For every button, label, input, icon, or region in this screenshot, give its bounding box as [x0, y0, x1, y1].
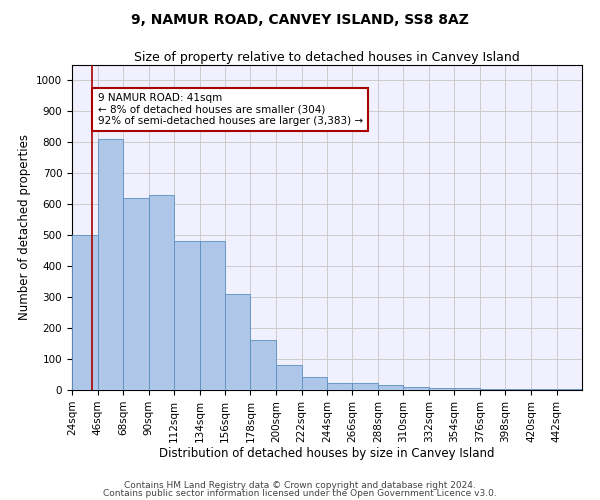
X-axis label: Distribution of detached houses by size in Canvey Island: Distribution of detached houses by size … [159, 448, 495, 460]
Text: Contains public sector information licensed under the Open Government Licence v3: Contains public sector information licen… [103, 489, 497, 498]
Bar [174, 242, 199, 390]
Title: Size of property relative to detached houses in Canvey Island: Size of property relative to detached ho… [134, 51, 520, 64]
Y-axis label: Number of detached properties: Number of detached properties [17, 134, 31, 320]
Bar [149, 195, 174, 390]
Text: 9, NAMUR ROAD, CANVEY ISLAND, SS8 8AZ: 9, NAMUR ROAD, CANVEY ISLAND, SS8 8AZ [131, 12, 469, 26]
Bar [97, 140, 123, 390]
Bar [378, 386, 403, 390]
Bar [276, 365, 302, 390]
Bar [352, 383, 378, 390]
Bar [327, 383, 352, 390]
Bar [455, 388, 480, 390]
Bar [403, 387, 429, 390]
Bar [251, 340, 276, 390]
Bar [429, 388, 455, 390]
Bar [199, 242, 225, 390]
Bar [302, 377, 327, 390]
Bar [72, 235, 97, 390]
Text: 9 NAMUR ROAD: 41sqm
← 8% of detached houses are smaller (304)
92% of semi-detach: 9 NAMUR ROAD: 41sqm ← 8% of detached hou… [97, 93, 362, 126]
Bar [225, 294, 251, 390]
Bar [123, 198, 149, 390]
Text: Contains HM Land Registry data © Crown copyright and database right 2024.: Contains HM Land Registry data © Crown c… [124, 480, 476, 490]
